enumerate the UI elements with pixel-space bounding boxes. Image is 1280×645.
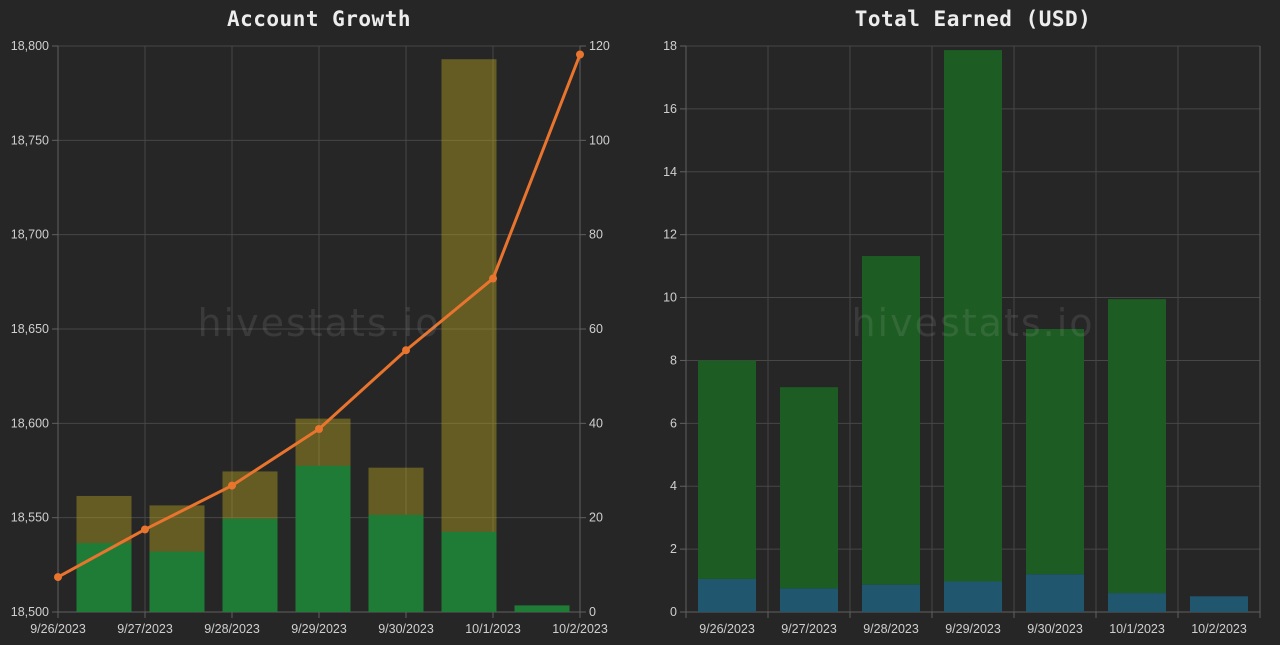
y-tick-label: 12 — [663, 228, 677, 242]
green-bar-9/29/2023 — [944, 50, 1002, 582]
line-point-10/2/2023 — [576, 50, 584, 59]
blue-bar-9/27/2023 — [780, 588, 838, 612]
y-tick-label: 6 — [670, 416, 677, 430]
blue-bar-9/29/2023 — [944, 581, 1002, 612]
y-tick-label: 0 — [670, 605, 677, 619]
x-tick-label: 10/1/2023 — [465, 622, 521, 636]
x-tick-label: 9/27/2023 — [117, 622, 173, 636]
blue-bar-10/1/2023 — [1108, 593, 1166, 612]
y-tick-label: 8 — [670, 353, 677, 367]
y-tick-label: 10 — [663, 291, 677, 305]
green-bar-10/1/2023 — [1108, 299, 1166, 594]
left-y-tick-label: 18,800 — [11, 39, 49, 53]
x-tick-label: 9/30/2023 — [1027, 622, 1083, 636]
blue-bar-9/26/2023 — [698, 578, 756, 612]
line-point-9/27/2023 — [141, 525, 149, 534]
left-y-tick-label: 18,500 — [11, 605, 49, 619]
x-tick-label: 9/28/2023 — [863, 622, 919, 636]
y-tick-label: 4 — [670, 479, 677, 493]
right-y-tick-label: 80 — [589, 228, 603, 242]
right-y-tick-label: 20 — [589, 511, 603, 525]
x-tick-label: 9/26/2023 — [30, 622, 86, 636]
green-bar-9/30/2023 — [1026, 329, 1084, 575]
line-point-9/30/2023 — [402, 346, 410, 355]
left-y-tick-label: 18,700 — [11, 228, 49, 242]
right-y-tick-label: 100 — [589, 133, 610, 147]
yellow-bar-10/1/2023 — [441, 59, 497, 612]
x-tick-label: 9/28/2023 — [204, 622, 260, 636]
x-tick-label: 9/30/2023 — [378, 622, 434, 636]
y-tick-label: 16 — [663, 102, 677, 116]
x-tick-label: 10/2/2023 — [552, 622, 608, 636]
green-bar-9/28/2023 — [222, 518, 278, 612]
green-bar-9/27/2023 — [149, 551, 205, 612]
left-y-tick-label: 18,750 — [11, 133, 49, 147]
green-bar-9/27/2023 — [780, 387, 838, 589]
blue-bar-9/28/2023 — [862, 584, 920, 612]
line-point-10/1/2023 — [489, 274, 497, 283]
right-y-tick-label: 60 — [589, 322, 603, 336]
x-tick-label: 10/1/2023 — [1109, 622, 1165, 636]
y-tick-label: 2 — [670, 542, 677, 556]
line-point-9/29/2023 — [315, 424, 323, 433]
account-growth-title: Account Growth — [226, 7, 411, 31]
left-y-tick-label: 18,600 — [11, 416, 49, 430]
blue-bar-10/2/2023 — [1190, 596, 1248, 612]
left-y-tick-label: 18,650 — [11, 322, 49, 336]
x-tick-label: 10/2/2023 — [1191, 622, 1247, 636]
blue-bar-9/30/2023 — [1026, 574, 1084, 612]
x-tick-label: 9/29/2023 — [291, 622, 347, 636]
right-y-tick-label: 40 — [589, 416, 603, 430]
green-bar-9/28/2023 — [862, 256, 920, 585]
total-earned-title: Total Earned (USD) — [854, 7, 1092, 31]
green-bar-10/1/2023 — [441, 531, 497, 612]
line-point-9/26/2023 — [54, 573, 62, 582]
right-y-tick-label: 120 — [589, 39, 610, 53]
left-y-tick-label: 18,550 — [11, 511, 49, 525]
y-tick-label: 14 — [663, 165, 677, 179]
green-bar-9/26/2023 — [698, 360, 756, 579]
right-y-tick-label: 0 — [589, 605, 596, 619]
green-bar-10/2/2023 — [514, 605, 570, 612]
green-bar-9/26/2023 — [76, 543, 132, 612]
green-bar-9/30/2023 — [368, 514, 424, 612]
x-tick-label: 9/29/2023 — [945, 622, 1001, 636]
green-bar-9/29/2023 — [295, 465, 351, 612]
line-point-9/28/2023 — [228, 481, 236, 490]
x-tick-label: 9/26/2023 — [699, 622, 755, 636]
y-tick-label: 18 — [663, 39, 677, 53]
x-tick-label: 9/27/2023 — [781, 622, 837, 636]
